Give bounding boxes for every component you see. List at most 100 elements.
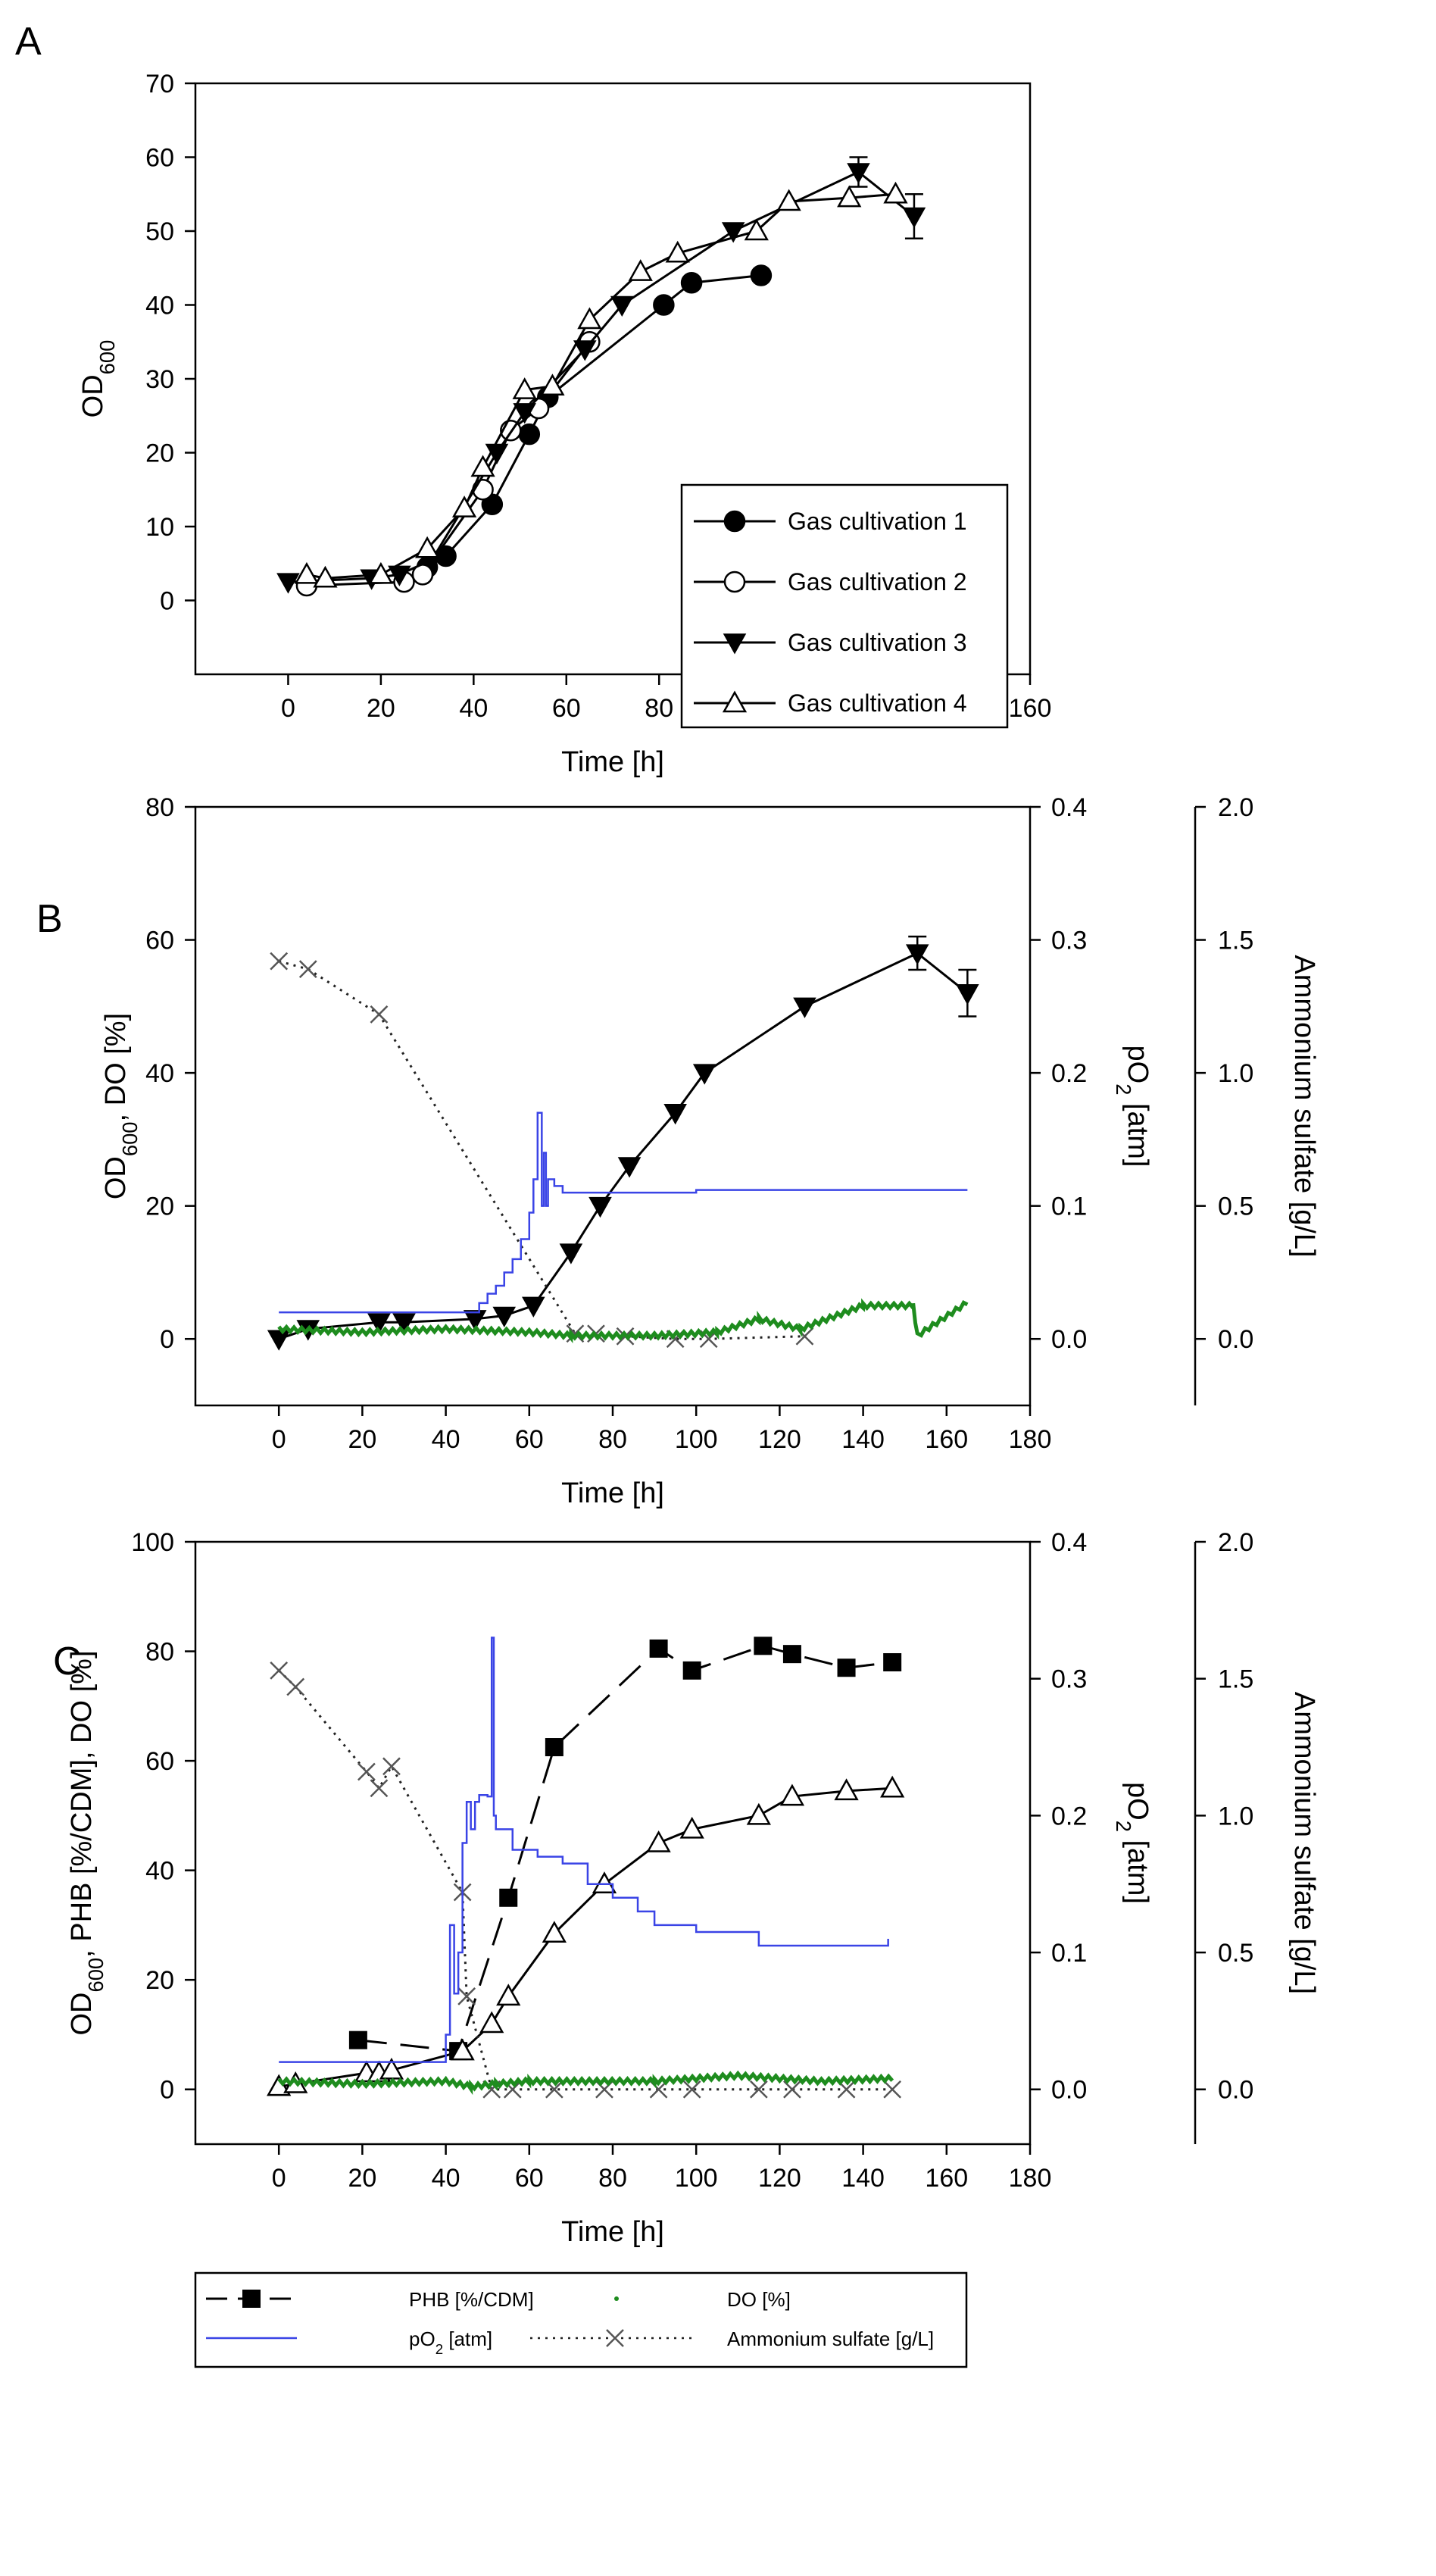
y-tick-label: 80: [145, 1638, 174, 1667]
y3-axis-label: Ammonium sulfate [g/L]: [1288, 1692, 1320, 1994]
data-point: [566, 1324, 585, 1343]
legend-label: Gas cultivation 1: [788, 508, 967, 535]
data-point: [692, 1064, 716, 1085]
data-point: [512, 377, 537, 399]
legend-marker: [723, 510, 746, 533]
y3-tick-label: 0.5: [1218, 1193, 1253, 1221]
data-point: [847, 163, 870, 184]
data-point: [721, 222, 745, 243]
y-tick-label: 0: [160, 1325, 174, 1354]
legend-marker: [723, 571, 746, 593]
legend-phb-label: PHB [%/CDM]: [409, 2288, 534, 2311]
y-axis-label: OD600, PHB [%/CDM], DO [%]: [66, 1650, 108, 2035]
chart-c: 0 20 40 60 80 100 120 140 160 180 0 20 40 60 80 100 Time…: [66, 1528, 1320, 2248]
x-tick-label: 20: [367, 694, 395, 723]
data-point: [679, 1816, 704, 1839]
y-tick-label: 0: [160, 2076, 174, 2105]
y2-axis-label: pO2 [atm]: [1113, 1046, 1154, 1168]
x-tick-label: 80: [598, 1425, 627, 1454]
data-point: [956, 984, 979, 1005]
data-point: [883, 181, 908, 204]
legend-label: Gas cultivation 3: [788, 629, 967, 656]
x-tick-label: 80: [645, 694, 673, 723]
x-tick-label: 40: [432, 1425, 460, 1454]
x-tick-label: 40: [459, 694, 488, 723]
legend-ammonium-label: Ammonium sulfate [g/L]: [727, 2327, 934, 2350]
y2-axis-label: pO2 [atm]: [1113, 1782, 1154, 1904]
bottom-legend-box: [194, 2271, 968, 2368]
data-point: [776, 189, 801, 211]
y-tick-label: 10: [145, 513, 174, 542]
data-point: [479, 2011, 504, 2034]
y-tick-label: 40: [145, 1059, 174, 1088]
y-tick-label: 20: [145, 1966, 174, 1995]
y-tick-label: 20: [145, 439, 174, 468]
data-point: [682, 1661, 701, 1680]
chart-a: 020406080100120140160010203040506070Time…: [77, 70, 1051, 778]
y3-tick-label: 1.0: [1218, 1802, 1253, 1830]
data-point: [834, 1778, 859, 1801]
data-point: [513, 403, 536, 424]
y-tick-label: 70: [145, 70, 174, 98]
do-trace: [277, 2070, 894, 2096]
data-point: [298, 960, 317, 979]
panel-letter-a: A: [15, 20, 42, 64]
data-point: [470, 455, 495, 477]
x-tick-label: 0: [272, 1425, 286, 1454]
y2-tick-label: 0.2: [1051, 1059, 1087, 1088]
y-tick-label: 50: [145, 217, 174, 246]
panel-letter-b: B: [36, 897, 63, 941]
data-point: [518, 423, 541, 445]
data-point: [902, 207, 926, 229]
x-tick-label: 60: [552, 694, 581, 723]
x-axis-label: Time [h]: [561, 2216, 664, 2248]
x-tick-label: 180: [1009, 1425, 1052, 1454]
data-point: [540, 374, 565, 395]
y3-axis-label: Ammonium sulfate [g/L]: [1288, 955, 1320, 1257]
data-point: [392, 1313, 416, 1334]
po2-trace: [279, 1111, 968, 1314]
y3-tick-label: 1.5: [1218, 1665, 1253, 1694]
data-point: [883, 2080, 902, 2099]
data-point: [370, 1779, 389, 1798]
po2-trace: [279, 1637, 889, 2063]
y-tick-label: 60: [145, 1747, 174, 1776]
x-tick-label: 160: [925, 1425, 968, 1454]
data-point: [588, 1196, 612, 1218]
data-point: [348, 2030, 367, 2049]
data-point: [286, 1677, 305, 1696]
data-point: [294, 561, 320, 584]
y-tick-label: 60: [145, 144, 174, 173]
data-point: [883, 1653, 902, 1671]
y2-tick-label: 0.3: [1051, 927, 1087, 955]
bottom-legend: PHB [%/CDM] pO2 [atm] DO [%] Ammonium sulfa…: [194, 2271, 968, 2368]
y-tick-label: 40: [145, 1857, 174, 1886]
chart-b: 0 20 40 60 80 100 120 140 160 180 0 20 40 60 80 Time [h…: [100, 793, 1320, 1509]
y3-tick-label: 2.0: [1218, 793, 1253, 822]
legend-do-label: DO [%]: [727, 2288, 791, 2311]
plot-frame: [194, 1540, 1032, 2146]
data-point: [592, 1871, 617, 1893]
data-point: [357, 1762, 376, 1781]
data-point: [499, 1888, 518, 1907]
y2-tick-label: 0.3: [1051, 1665, 1087, 1694]
x-tick-label: 0: [272, 2164, 286, 2193]
legend-do-marker: [614, 2296, 619, 2301]
x-axis-label: Time [h]: [561, 1477, 664, 1509]
data-point: [746, 1802, 771, 1825]
x-tick-label: 160: [1009, 694, 1052, 723]
data-point: [496, 1984, 521, 2006]
data-point: [463, 1310, 487, 1331]
data-point: [653, 294, 675, 316]
x-tick-label: 60: [515, 1425, 544, 1454]
data-point: [610, 295, 634, 317]
data-point: [682, 2080, 701, 2099]
data-point: [617, 1157, 642, 1178]
legend-ammonium-marker: [606, 2329, 624, 2347]
y-axis-label: OD600, DO [%]: [100, 1013, 142, 1199]
y-axis-label: OD600: [77, 340, 119, 418]
data-point: [267, 2074, 292, 2096]
data-point: [750, 264, 773, 286]
y2-tick-label: 0.0: [1051, 2076, 1087, 2105]
y3-tick-label: 2.0: [1218, 1528, 1253, 1557]
